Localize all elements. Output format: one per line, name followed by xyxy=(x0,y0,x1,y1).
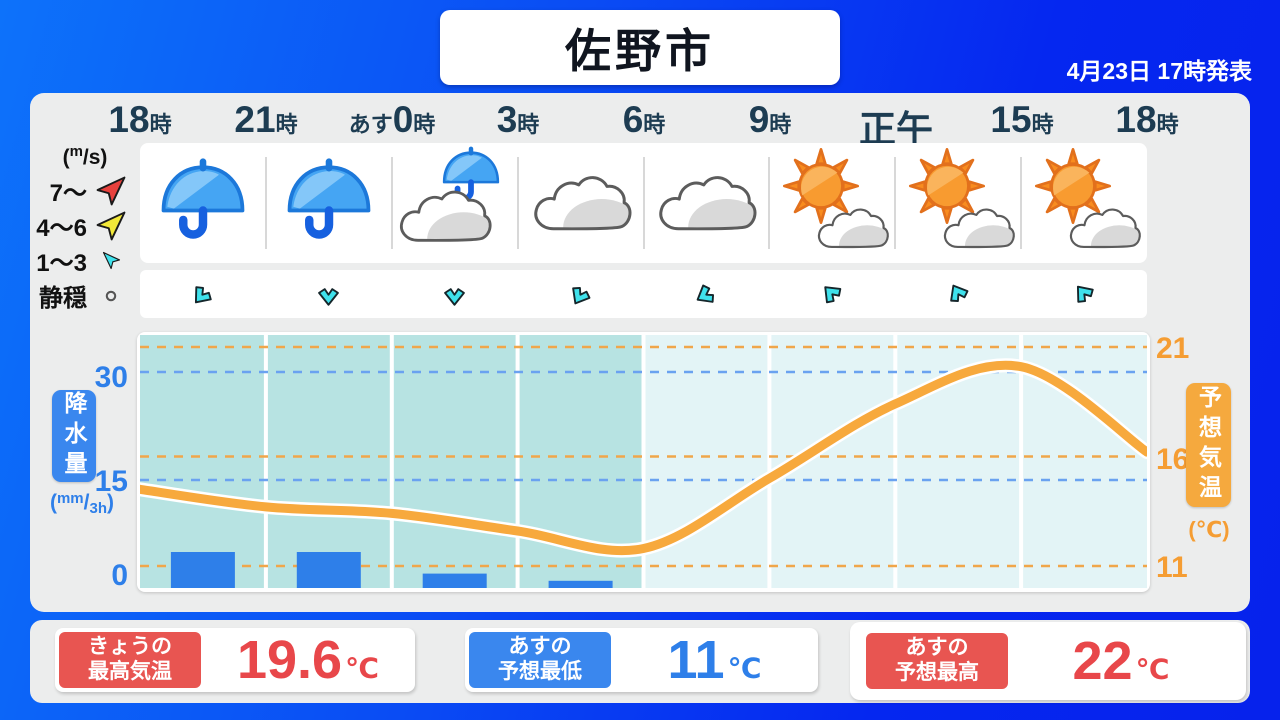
tomorrow-high-label: あすの 予想最高 xyxy=(866,633,1008,689)
wind-direction-arrow-icon xyxy=(195,285,213,303)
wind-direction-arrow-icon xyxy=(318,287,340,306)
umbrella-icon xyxy=(287,158,371,239)
cloud-icon xyxy=(818,208,890,249)
tomorrow-high-card-outer: あすの 予想最高 22 ℃ xyxy=(850,622,1246,700)
weather-icon-cell-rain xyxy=(266,143,393,263)
today-high-value: 19.6 ℃ xyxy=(236,630,379,690)
temp-tick-16: 16 xyxy=(1156,443,1190,476)
time-label-6: 6時 xyxy=(622,99,666,140)
time-label-18: 18時 xyxy=(108,99,172,140)
time-label-15: 15時 xyxy=(990,99,1054,140)
precip-bar xyxy=(296,552,361,588)
weather-icon-cell-sun-cloud xyxy=(1021,143,1147,263)
tomorrow-low-label: あすの 予想最低 xyxy=(469,632,611,688)
today-high-label: きょうの 最高気温 xyxy=(59,632,201,688)
wind-direction-arrow-icon xyxy=(1076,285,1094,303)
precip-bar xyxy=(548,580,613,588)
wind-direction-cell xyxy=(769,270,895,318)
temp-tick-21: 21 xyxy=(1156,332,1190,365)
weather-icon-cell-rain xyxy=(140,143,267,263)
temp-axis-label: 予想気温 xyxy=(1195,385,1222,505)
precip-axis-label-box: 降水量 xyxy=(52,390,96,482)
cloud-icon xyxy=(533,175,631,230)
summary-strip: きょうの 最高気温 19.6 ℃ あすの 予想最低 11 ℃ あすの 予想最高 xyxy=(30,620,1250,703)
weather-icon-cell-cloud xyxy=(518,143,645,263)
wind-legend-strong: 7〜 xyxy=(34,173,136,208)
rain-then-cloud-icon xyxy=(395,145,515,261)
sun-icon xyxy=(1035,147,1112,225)
precip-axis-unit: (mm/3h) xyxy=(49,490,115,517)
wind-direction-cell xyxy=(895,270,1021,318)
city-title-box: 佐野市 xyxy=(440,10,840,85)
tomorrow-low-card: あすの 予想最低 11 ℃ xyxy=(465,628,818,692)
umbrella-icon xyxy=(161,158,245,239)
wind-direction-arrow-icon xyxy=(572,286,591,304)
cloud-icon xyxy=(1069,208,1141,249)
cloud-icon xyxy=(399,190,492,242)
precip-tick-15: 15 xyxy=(94,465,128,498)
temp-axis-label-box: 予想気温 xyxy=(1186,383,1231,507)
tomorrow-low-value: 11 ℃ xyxy=(667,630,762,690)
wind-legend-light: 1〜3 xyxy=(34,243,136,278)
precip-tick-0: 0 xyxy=(111,559,128,592)
cloud-icon xyxy=(659,175,757,230)
weather-icon-cell-rain-cloud xyxy=(392,143,519,263)
wind-direction-cell xyxy=(140,270,266,318)
tomorrow-high-card: あすの 予想最高 22 ℃ xyxy=(862,631,1234,691)
precip-axis-label: 降水量 xyxy=(61,391,87,481)
wind-direction-cell xyxy=(392,270,518,318)
calm-circle-icon xyxy=(94,289,128,303)
wind-legend-calm: 静穏 xyxy=(34,278,136,313)
precip-bar xyxy=(422,573,487,588)
weather-icon-cell-sun-cloud xyxy=(769,143,897,263)
wind-legend-medium: 4〜6 xyxy=(34,208,136,243)
time-label-3: 3時 xyxy=(496,99,540,140)
wind-direction-arrow-icon xyxy=(444,287,466,306)
wind-direction-row xyxy=(140,270,1147,318)
announcement-time: 4月23日 17時発表 xyxy=(1066,58,1252,84)
wind-speed-unit: (m/s) xyxy=(62,143,108,169)
wind-direction-arrow-icon xyxy=(949,284,969,302)
wind-direction-cell xyxy=(518,270,644,318)
tomorrow-high-value: 22 ℃ xyxy=(1072,631,1170,691)
wind-direction-arrow-icon xyxy=(696,284,714,303)
forecast-chart xyxy=(133,332,1154,592)
cloud-icon xyxy=(944,208,1016,249)
today-high-card: きょうの 最高気温 19.6 ℃ xyxy=(55,628,415,692)
wind-direction-arrow-icon xyxy=(824,285,842,303)
time-label-21: 21時 xyxy=(234,99,298,140)
temp-axis-unit: (℃) xyxy=(1188,517,1230,542)
precip-bar xyxy=(170,552,235,588)
forecast-panel: 18時 21時 あす0時 3時 6時 9時 正午 15時 18時 (m/s) 7… xyxy=(30,93,1250,612)
sun-then-cloud-icon xyxy=(1024,145,1144,261)
city-title: 佐野市 xyxy=(565,24,715,77)
wind-direction-cell xyxy=(266,270,392,318)
weather-icons-row xyxy=(140,143,1147,263)
cyan-wind-arrow-icon xyxy=(94,251,128,270)
wind-speed-legend: (m/s) 7〜 4〜6 1〜3 静穏 xyxy=(34,143,136,313)
time-label-9: 9時 xyxy=(748,99,792,140)
weather-icon-cell-cloud xyxy=(644,143,771,263)
precip-tick-30: 30 xyxy=(94,361,128,394)
red-wind-arrow-icon xyxy=(94,175,128,207)
temp-tick-11: 11 xyxy=(1156,551,1188,584)
wind-direction-cell xyxy=(1021,270,1147,318)
sun-icon xyxy=(909,147,986,225)
sun-then-cloud-icon xyxy=(772,145,892,261)
yellow-wind-arrow-icon xyxy=(94,210,128,242)
wind-direction-cell xyxy=(644,270,770,318)
sun-then-cloud-icon xyxy=(898,145,1018,261)
time-label-18b: 18時 xyxy=(1115,99,1179,140)
weather-icon-cell-sun-cloud xyxy=(895,143,1022,263)
sun-icon xyxy=(783,147,860,225)
time-label-0: あす0時 xyxy=(348,99,436,140)
precip-temp-chart xyxy=(133,335,1154,588)
temp-line xyxy=(135,360,1152,556)
